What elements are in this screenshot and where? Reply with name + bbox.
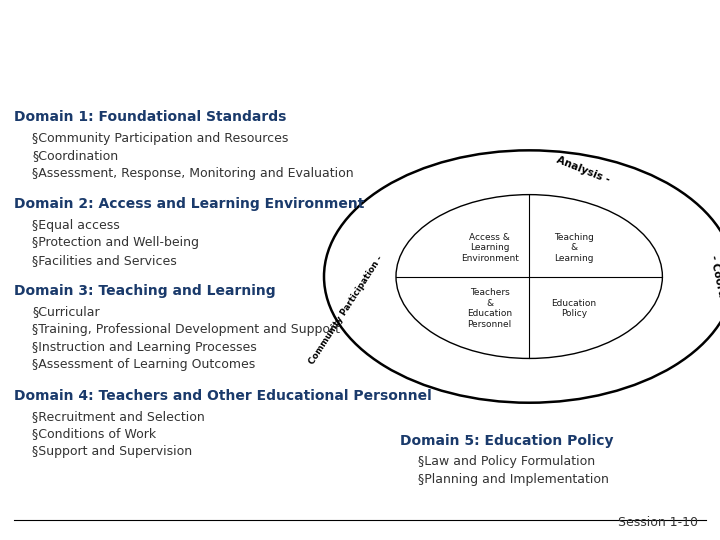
Text: Community Participation -: Community Participation - [307,254,384,366]
Text: Domain 1: Foundational Standards: Domain 1: Foundational Standards [14,111,287,125]
Text: §Law and Policy Formulation: §Law and Policy Formulation [418,455,595,468]
Text: §Curricular: §Curricular [32,305,100,318]
Text: §Training, Professional Development and Support: §Training, Professional Development and … [32,323,341,336]
Text: §Equal access: §Equal access [32,219,120,232]
Text: Domain 5: Education Policy: Domain 5: Education Policy [400,434,613,448]
Text: §Planning and Implementation: §Planning and Implementation [418,472,608,485]
Text: Domain 2: Access and Learning Environment: Domain 2: Access and Learning Environmen… [14,197,365,211]
Text: §Assessment, Response, Monitoring and Evaluation: §Assessment, Response, Monitoring and Ev… [32,167,354,180]
Text: §Assessment of Learning Outcomes: §Assessment of Learning Outcomes [32,359,256,372]
Text: Access &
Learning
Environment: Access & Learning Environment [461,233,518,262]
Text: Teaching
&
Learning: Teaching & Learning [554,233,594,262]
Text: Education
Policy: Education Policy [552,299,596,318]
Text: Analysis -: Analysis - [555,155,611,186]
Text: §Protection and Well-being: §Protection and Well-being [32,236,199,249]
Circle shape [396,194,662,359]
Text: §Coordination: §Coordination [32,150,119,163]
Text: §Instruction and Learning Processes: §Instruction and Learning Processes [32,341,257,354]
Text: §Conditions of Work: §Conditions of Work [32,428,156,441]
Text: Teachers
&
Education
Personnel: Teachers & Education Personnel [467,288,512,328]
Text: §Support and Supervision: §Support and Supervision [32,446,192,458]
Text: - Coordination: - Coordination [708,254,720,339]
Text: Domain 3: Teaching and Learning: Domain 3: Teaching and Learning [14,284,276,298]
Text: Domain 4: Teachers and Other Educational Personnel: Domain 4: Teachers and Other Educational… [14,389,432,402]
Text: §Facilities and Services: §Facilities and Services [32,254,177,267]
Text: 5 Domains and 19 Standards: 5 Domains and 19 Standards [0,27,720,70]
Circle shape [324,150,720,403]
Text: §Recruitment and Selection: §Recruitment and Selection [32,410,205,423]
Text: Session 1-10: Session 1-10 [618,516,698,529]
Text: §Community Participation and Resources: §Community Participation and Resources [32,132,289,145]
